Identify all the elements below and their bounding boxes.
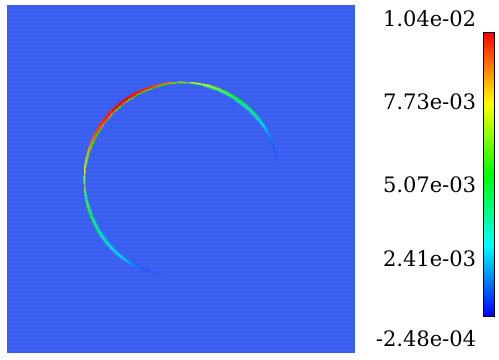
field-background [7, 5, 355, 353]
ring-halo-segment [274, 156, 280, 165]
colorbar-tick-min: -2.48e-04 [375, 327, 476, 351]
colorbar-tick-max: 1.04e-02 [382, 7, 476, 31]
ring-feature [79, 77, 280, 277]
ring-core-segment [273, 145, 277, 151]
colorbar-tick-4: 2.41e-03 [382, 247, 476, 271]
colorbar [483, 32, 495, 317]
field-plot [7, 5, 355, 353]
field-image [7, 5, 355, 353]
colorbar-tick-2: 7.73e-03 [382, 90, 476, 114]
colorbar-tick-3: 5.07e-03 [382, 173, 476, 197]
